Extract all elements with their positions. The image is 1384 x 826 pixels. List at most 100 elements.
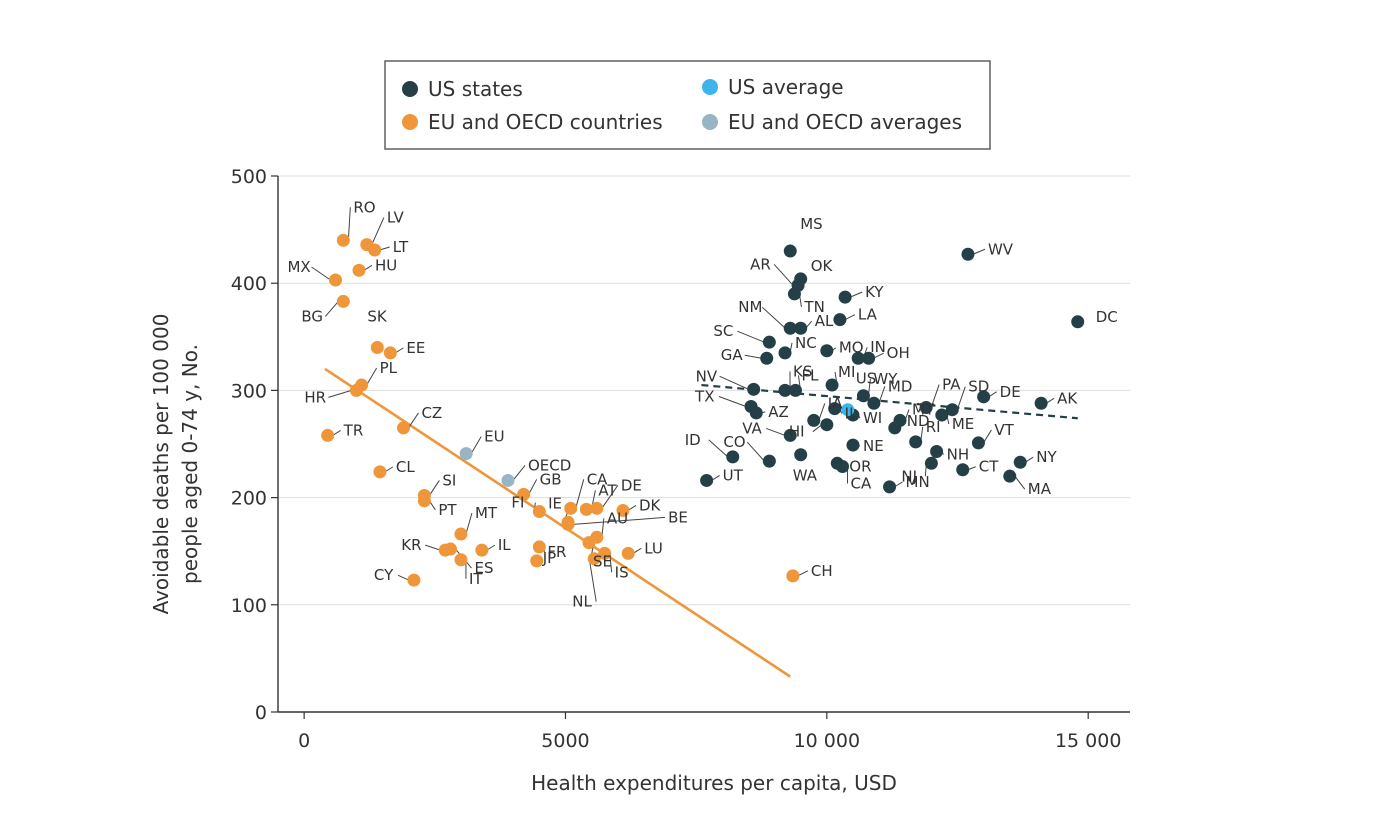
point-label-ri: RI xyxy=(926,418,941,436)
point-eu-and-oecd-countries-at xyxy=(579,502,593,516)
point-label-mi: MI xyxy=(838,363,855,381)
point-label-ut: UT xyxy=(723,466,744,484)
point-label-ch: CH xyxy=(811,562,833,580)
point-label-eu: EU xyxy=(484,428,504,446)
point-label-is: IS xyxy=(615,563,629,581)
point-label-hu: HU xyxy=(375,256,397,274)
x-tick-label: 0 xyxy=(298,730,310,752)
legend-label: EU and OECD averages xyxy=(728,110,962,134)
point-label-nm: NM xyxy=(738,298,762,316)
point-label-gb: GB xyxy=(540,470,562,488)
point-eu-and-oecd-countries-se xyxy=(582,536,596,550)
point-us-states-nd xyxy=(888,421,902,435)
point-label-nd: ND xyxy=(907,412,930,430)
point-us-states-de xyxy=(977,390,991,404)
leader-line xyxy=(812,424,823,433)
point-label-ak: AK xyxy=(1057,389,1078,407)
point-label-at: AT xyxy=(598,481,617,499)
point-label-pl: PL xyxy=(380,359,398,377)
point-us-states-ak xyxy=(1034,396,1048,410)
point-us-average-us xyxy=(841,403,855,417)
leader-line xyxy=(818,403,826,421)
leader-line xyxy=(930,384,940,408)
point-label-lu: LU xyxy=(644,539,663,557)
point-us-states-ca xyxy=(836,460,850,474)
point-eu-and-oecd-countries-ro xyxy=(336,233,350,247)
y-axis-title-line: people aged 0-74 y, No. xyxy=(178,344,202,584)
x-tick-label: 5000 xyxy=(541,730,589,752)
x-tick-label: 15 000 xyxy=(1055,730,1121,752)
point-label-il: IL xyxy=(498,536,511,554)
point-label-ok: OK xyxy=(811,257,834,275)
point-label-tn: TN xyxy=(803,298,824,316)
point-label-si: SI xyxy=(442,471,456,489)
point-label-ar: AR xyxy=(750,255,771,273)
point-eu-and-oecd-averages-eu xyxy=(459,447,473,461)
point-label-ny: NY xyxy=(1036,448,1057,466)
point-label-nl: NL xyxy=(572,593,592,611)
point-label-sc: SC xyxy=(713,322,733,340)
point-us-states-wv xyxy=(961,247,975,261)
leader-line xyxy=(601,485,619,509)
point-eu-and-oecd-countries-hr xyxy=(349,383,363,397)
point-label-se: SE xyxy=(593,553,612,571)
point-label-be: BE xyxy=(668,508,688,526)
leader-line xyxy=(470,436,482,454)
point-label-bg: BG xyxy=(301,307,323,325)
point-us-states-nm xyxy=(783,321,797,335)
point-label-nc: NC xyxy=(795,334,817,352)
point-label-nv: NV xyxy=(696,367,718,385)
point-label-mo: MO xyxy=(839,339,864,357)
point-us-states-dc xyxy=(1071,315,1085,329)
point-label-au: AU xyxy=(607,509,628,527)
point-eu-and-oecd-countries-lu xyxy=(621,546,635,560)
point-us-states-co xyxy=(762,454,776,468)
point-label-dk: DK xyxy=(639,496,662,514)
point-us-states-ne xyxy=(846,438,860,452)
point-eu-and-oecd-countries-pt xyxy=(417,494,431,508)
point-label-kr: KR xyxy=(401,536,421,554)
leader-line xyxy=(844,314,856,321)
point-us-states-nh xyxy=(930,445,944,459)
point-eu-and-oecd-countries-nl xyxy=(587,552,601,566)
point-eu-and-oecd-countries-bg xyxy=(336,294,350,308)
leader-line xyxy=(708,439,729,458)
point-us-states-fl xyxy=(788,383,802,397)
point-label-hi: HI xyxy=(789,423,805,441)
point-eu-and-oecd-countries-ee xyxy=(383,346,397,360)
point-label-jp: JP xyxy=(542,549,556,567)
leader-line xyxy=(1014,475,1026,490)
point-label-co: CO xyxy=(723,433,745,451)
point-label-lt: LT xyxy=(393,238,409,256)
y-tick-label: 100 xyxy=(231,595,267,617)
leader-line xyxy=(737,330,765,343)
point-us-states-sd xyxy=(945,403,959,417)
leader-line xyxy=(972,248,986,255)
point-us-states-pa xyxy=(919,401,933,415)
point-label-wa: WA xyxy=(793,467,818,485)
point-label-cz: CZ xyxy=(421,404,442,422)
point-label-sd: SD xyxy=(968,378,989,396)
point-label-nj: NJ xyxy=(901,467,917,485)
leader-line xyxy=(311,266,331,281)
point-us-states-ga xyxy=(760,351,774,365)
point-eu-and-oecd-countries-tr xyxy=(321,428,335,442)
point-label-il: IL xyxy=(845,405,858,423)
point-label-dc: DC xyxy=(1096,308,1118,326)
point-label-tx: TX xyxy=(694,387,714,405)
leader-line xyxy=(512,465,526,481)
trend-line-0 xyxy=(324,367,791,678)
leader-line xyxy=(878,386,886,404)
point-label-va: VA xyxy=(742,419,762,437)
point-label-id: ID xyxy=(685,431,701,449)
leader-line xyxy=(773,264,794,286)
point-eu-and-oecd-countries-mx xyxy=(328,273,342,287)
point-eu-and-oecd-countries-sk xyxy=(370,341,384,355)
point-label-us: US xyxy=(856,370,877,388)
point-us-states-mi xyxy=(825,378,839,392)
leader-line xyxy=(575,479,585,509)
point-label-ca: CA xyxy=(851,475,872,493)
point-eu-and-oecd-countries-fi xyxy=(532,505,546,519)
point-label-cy: CY xyxy=(374,566,394,584)
point-label-az: AZ xyxy=(768,403,789,421)
